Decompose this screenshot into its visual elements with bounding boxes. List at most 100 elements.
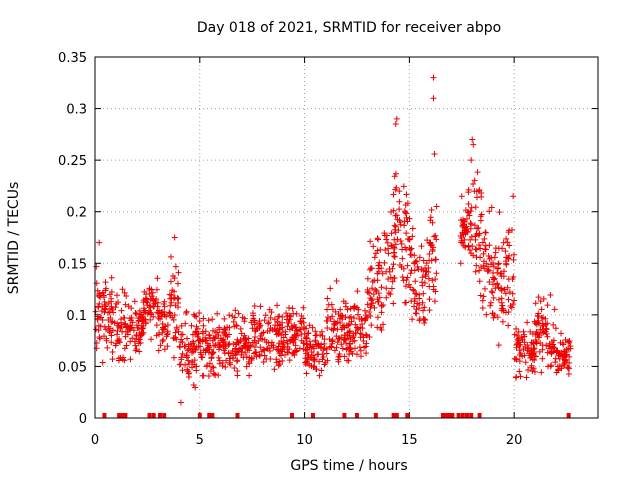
data-point [433,203,440,210]
data-point [473,262,480,269]
data-point [489,310,496,317]
data-point [371,254,378,261]
data-point [290,349,297,356]
data-point [200,372,207,379]
data-point [375,236,382,243]
data-point [516,358,523,365]
data-point [499,245,506,252]
data-point [336,335,343,342]
baseline-marker [477,413,482,418]
data-point [556,355,563,362]
data-point [481,285,488,292]
baseline-marker [444,413,449,418]
data-point [392,170,399,177]
data-point [433,270,440,277]
data-point [174,304,181,311]
data-point [109,356,116,363]
data-point [366,309,373,316]
data-point [554,347,561,354]
data-point [192,347,199,354]
data-point [521,333,528,340]
y-tick-label: 0.25 [58,154,87,169]
data-point [475,241,482,248]
data-point [302,355,309,362]
data-point [353,329,360,336]
data-point [136,348,143,355]
data-point [461,236,468,243]
data-point [150,313,157,320]
data-point [470,141,477,148]
data-point [472,204,479,211]
data-point [226,324,233,331]
data-point [303,334,310,341]
data-point [324,318,331,325]
data-point [127,322,134,329]
data-point [378,326,385,333]
data-point [134,324,141,331]
data-point [384,239,391,246]
data-point [127,356,134,363]
data-point [413,291,420,298]
data-point [286,338,293,345]
data-point [252,349,259,356]
data-point [94,313,101,320]
data-point [521,339,528,346]
data-point [432,276,439,283]
data-point [200,322,207,329]
data-point [344,322,351,329]
data-point [184,366,191,373]
data-point [396,198,403,205]
data-point [258,330,265,337]
data-point [371,277,378,284]
y-tick-label: 0.2 [66,206,87,221]
data-point [372,286,379,293]
data-point [177,399,184,406]
data-point [315,351,322,358]
data-point [147,304,154,311]
data-point [275,330,282,337]
data-point [477,245,484,252]
baseline-marker [117,413,122,418]
data-point [243,363,250,370]
data-point [468,250,475,257]
data-point [137,339,144,346]
data-point [112,304,119,311]
data-point [565,371,572,378]
grid [95,57,598,418]
data-point [110,309,117,316]
data-point [534,312,541,319]
data-point [115,299,122,306]
data-point [411,260,418,267]
data-point [394,236,401,243]
data-point [252,327,259,334]
data-point [246,372,253,379]
data-point [388,242,395,249]
data-point [142,319,149,326]
data-point [161,346,168,353]
data-point [167,312,174,319]
data-point [331,347,338,354]
data-point [566,339,573,346]
data-point [539,342,546,349]
data-point [459,222,466,229]
data-point [383,285,390,292]
data-point [92,326,99,333]
data-point [510,193,517,200]
data-point [157,342,164,349]
data-point [267,314,274,321]
data-point [286,304,293,311]
data-point [430,286,437,293]
data-point [390,261,397,268]
data-point [488,254,495,261]
data-point [141,307,148,314]
data-point [124,331,131,338]
data-points [92,74,574,406]
data-point [235,310,242,317]
data-point [148,293,155,300]
data-point [318,328,325,335]
data-point [502,290,509,297]
data-point [397,221,404,228]
data-point [230,340,237,347]
baseline-marker [354,413,359,418]
data-point [172,263,179,270]
